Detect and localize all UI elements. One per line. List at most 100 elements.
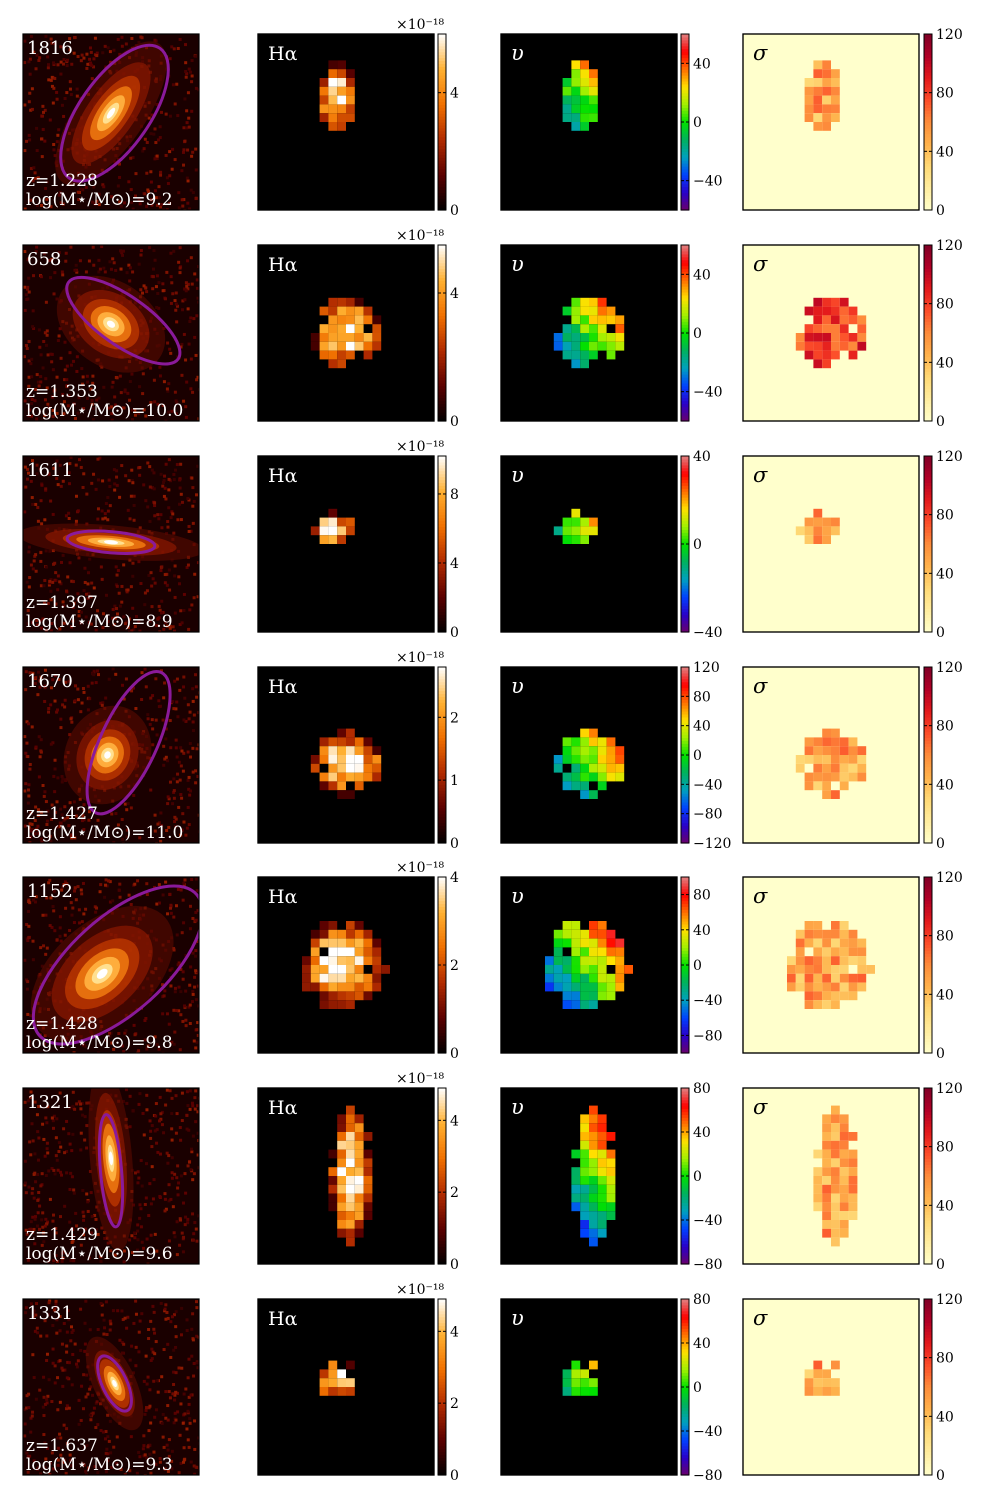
- colorbar-tick-label: 0: [450, 1046, 459, 1062]
- colorbar-tick-label: 80: [693, 689, 711, 705]
- halpha-panel-title: Hα: [268, 465, 298, 487]
- colorbar-tick-label: −80: [693, 807, 723, 823]
- colorbar-tick-label: 0: [936, 836, 945, 852]
- colorbar-multiplier-label: ×10⁻¹⁸: [396, 650, 445, 666]
- halpha-panel-title: Hα: [268, 1097, 298, 1119]
- aperture-ellipse: [65, 529, 157, 555]
- colorbar-tick-label: 0: [450, 1468, 459, 1484]
- colorbar-tick-label: 0: [693, 537, 702, 553]
- velocity-colorbar: −40 0 40: [680, 244, 723, 422]
- colorbar-tick-label: 40: [693, 923, 711, 939]
- halpha-pixel-layer: [328, 1105, 373, 1247]
- aperture-ellipse: [31, 884, 199, 1046]
- aperture-ellipse: [65, 275, 182, 366]
- colorbar-tick-label: 120: [936, 1081, 963, 1097]
- redshift-label: z=1.397: [26, 593, 98, 613]
- colorbar-tick-label: 80: [936, 508, 954, 524]
- velocity-pixel-layer: [553, 728, 625, 799]
- colorbar-tick-label: 0: [936, 1046, 945, 1062]
- colorbar-multiplier-label: ×10⁻¹⁸: [396, 228, 445, 244]
- velocity-panel-title: υ: [511, 463, 524, 487]
- velocity-panel-title: υ: [511, 1095, 524, 1119]
- colorbar-tick-label: 0: [936, 625, 945, 641]
- colorbar-tick-label: 80: [693, 1081, 711, 1097]
- stellar-mass-label: log(M⋆/M⊙)=9.6: [26, 1244, 173, 1264]
- colorbar-tick-label: −40: [693, 993, 723, 1009]
- colorbar-tick-label: 40: [936, 987, 954, 1003]
- halpha-panel-title: Hα: [268, 254, 298, 276]
- colorbar-tick-label: 40: [693, 267, 711, 283]
- colorbar-tick-label: 120: [936, 660, 963, 676]
- colorbar-tick-label: 80: [936, 297, 954, 313]
- colorbar-tick-label: 40: [693, 1125, 711, 1141]
- colorbar-tick-label: 40: [693, 56, 711, 72]
- colorbar-tick-label: 120: [936, 449, 963, 465]
- galaxy-id-label: 1152: [27, 881, 73, 902]
- redshift-label: z=1.228: [26, 171, 98, 191]
- halpha-pixel-layer: [310, 297, 382, 369]
- stellar-mass-label: log(M⋆/M⊙)=8.9: [26, 612, 173, 632]
- colorbar-tick-label: 120: [693, 660, 720, 676]
- galaxy-id-label: 1670: [27, 671, 73, 692]
- stellar-mass-label: log(M⋆/M⊙)=9.2: [26, 190, 173, 210]
- dispersion-panel-title: σ: [753, 674, 768, 698]
- colorbar-multiplier-label: ×10⁻¹⁸: [396, 860, 445, 876]
- galaxy-id-label: 1611: [27, 460, 73, 481]
- colorbar-tick-label: 120: [936, 1292, 963, 1308]
- colorbar-tick-label: 0: [936, 414, 945, 430]
- colorbar-multiplier-label: ×10⁻¹⁸: [396, 439, 445, 455]
- dispersion-colorbar: 0 40 80 120: [923, 238, 963, 430]
- colorbar-tick-label: 40: [936, 566, 954, 582]
- dispersion-colorbar: 0 40 80 120: [923, 1081, 963, 1273]
- velocity-pixel-layer: [553, 297, 625, 369]
- colorbar-multiplier-label: ×10⁻¹⁸: [396, 1282, 445, 1298]
- colorbar-tick-label: 0: [936, 1257, 945, 1273]
- colorbar-tick-label: 4: [450, 286, 459, 302]
- colorbar-tick-label: −40: [693, 1424, 723, 1440]
- colorbar-tick-label: 0: [450, 414, 459, 430]
- halpha-pixel-layer: [302, 921, 390, 1009]
- aperture-ellipse: [85, 669, 172, 816]
- colorbar-tick-label: 80: [936, 1140, 954, 1156]
- colorbar-tick-label: 4: [450, 1113, 459, 1129]
- halpha-colorbar: 0 2 4: [437, 870, 459, 1062]
- aperture-ellipse: [97, 1113, 125, 1229]
- velocity-panel-title: υ: [511, 41, 524, 65]
- colorbar-tick-label: −80: [693, 1257, 723, 1273]
- dispersion-pixel-layer: [804, 60, 840, 131]
- stellar-mass-label: log(M⋆/M⊙)=10.0: [26, 401, 183, 421]
- colorbar-tick-label: 120: [936, 27, 963, 43]
- colorbar-tick-label: −40: [693, 777, 723, 793]
- galaxy-id-label: 1816: [27, 38, 73, 59]
- dispersion-colorbar: 0 40 80 120: [923, 870, 963, 1062]
- colorbar-tick-label: 40: [936, 355, 954, 371]
- colorbar-multiplier-label: ×10⁻¹⁸: [396, 1071, 445, 1087]
- colorbar-tick-label: −80: [693, 1468, 723, 1484]
- colorbar-tick-label: 0: [693, 115, 702, 131]
- colorbar-tick-label: 40: [693, 449, 711, 465]
- velocity-colorbar: −40 0 40: [680, 33, 723, 211]
- halpha-colorbar: 0 2 4: [437, 1087, 459, 1273]
- halpha-panel-title: Hα: [268, 43, 298, 65]
- redshift-label: z=1.353: [26, 382, 98, 402]
- velocity-colorbar: −80 −40 0 40 80: [680, 1292, 723, 1484]
- colorbar-tick-label: 2: [450, 710, 459, 726]
- colorbar-tick-label: 0: [693, 958, 702, 974]
- dispersion-colorbar: 0 40 80 120: [923, 449, 963, 641]
- redshift-label: z=1.428: [26, 1014, 98, 1034]
- colorbar-tick-label: 4: [450, 86, 459, 102]
- dispersion-pixel-layer: [813, 1105, 858, 1247]
- aperture-ellipse: [59, 43, 170, 183]
- colorbar-tick-label: 40: [936, 144, 954, 160]
- velocity-colorbar: −80 −40 0 40 80: [680, 876, 723, 1054]
- colorbar-tick-label: −40: [693, 625, 723, 641]
- velocity-panel-title: υ: [511, 884, 524, 908]
- dispersion-colorbar: 0 40 80 120: [923, 27, 963, 219]
- colorbar-tick-label: −40: [693, 174, 723, 190]
- velocity-pixel-layer: [562, 1360, 598, 1396]
- colorbar-tick-label: 0: [693, 748, 702, 764]
- colorbar-tick-label: −40: [693, 385, 723, 401]
